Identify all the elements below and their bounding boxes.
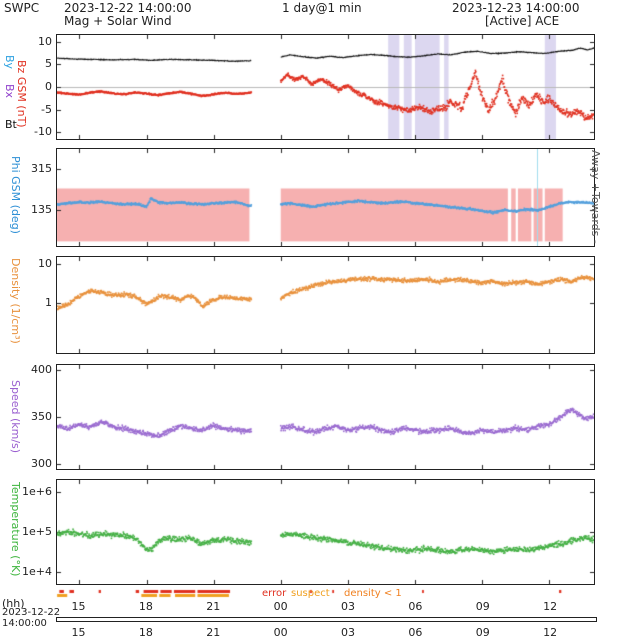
app-name: SWPC bbox=[4, 1, 40, 15]
cadence-label: 1 day@1 min bbox=[282, 1, 362, 15]
ytick-label-phi: 135 bbox=[31, 203, 52, 217]
ytick-label-density: 10 bbox=[38, 256, 52, 270]
xtick-label: 12 bbox=[543, 600, 558, 613]
source-status: [Active] ACE bbox=[485, 14, 560, 28]
ytick-label-phi: 315 bbox=[31, 161, 52, 175]
right-label-sector: Away +Towards - bbox=[589, 150, 602, 244]
panel-density bbox=[56, 256, 595, 354]
ytick-label-temperature: 1e+6 bbox=[22, 485, 52, 499]
bottom-date: 2023-12-22 bbox=[2, 607, 61, 618]
ytick-label-mag: -10 bbox=[34, 125, 52, 139]
ylabel-speed: Speed (km/s) bbox=[9, 380, 22, 454]
ylabel-bt: Bt bbox=[5, 118, 17, 131]
ytick-label-speed: 350 bbox=[31, 410, 52, 423]
ytick-label-mag: 0 bbox=[45, 80, 52, 93]
ytick-label-mag: -5 bbox=[41, 102, 52, 116]
xtick-label: 03 bbox=[340, 600, 355, 613]
xtick-label: 21 bbox=[206, 626, 221, 639]
xtick-label: 06 bbox=[408, 626, 423, 639]
start-time: 2023-12-22 14:00:00 bbox=[64, 1, 192, 15]
panel-temperature bbox=[56, 479, 595, 585]
legend-suspect: suspect bbox=[291, 588, 330, 599]
xtick-label: 18 bbox=[138, 600, 153, 613]
panel-mag-canvas bbox=[57, 35, 594, 139]
hh-label: (hh) bbox=[2, 597, 25, 610]
xtick-label: 15 bbox=[71, 600, 86, 613]
ytick-label-temperature: 1e+5 bbox=[22, 525, 52, 538]
ylabel-density: Density (1/cm³) bbox=[9, 258, 22, 344]
xtick-label: 21 bbox=[206, 600, 221, 613]
legend-density-lt1: density < 1 bbox=[344, 588, 402, 599]
xtick-label: 09 bbox=[475, 600, 490, 613]
ytick-label-speed: 400 bbox=[31, 362, 52, 376]
xtick-label: 06 bbox=[408, 600, 423, 613]
xtick-label: 03 bbox=[340, 626, 355, 639]
bottom-time: 14:00:00 bbox=[2, 618, 47, 629]
xtick-label: 12 bbox=[543, 626, 558, 639]
panel-density-canvas bbox=[57, 257, 594, 353]
quality-strip bbox=[56, 588, 595, 600]
legend-error: error bbox=[262, 588, 287, 599]
panel-phi-canvas bbox=[57, 149, 594, 246]
ytick-label-temperature: 1e+4 bbox=[22, 564, 52, 578]
xtick-label: 00 bbox=[273, 626, 288, 639]
xtick-label: 18 bbox=[138, 626, 153, 639]
ylabel-phi: Phi GSM (deg) bbox=[9, 156, 22, 234]
ylabel-bx: Bx bbox=[3, 84, 16, 99]
ytick-label-density: 1 bbox=[45, 295, 52, 309]
x-axis-labels-bottom: 15 18 21 00 03 06 09 12 bbox=[0, 626, 618, 639]
panel-mag bbox=[56, 34, 595, 140]
ytick-label-mag: 10 bbox=[38, 34, 52, 48]
panel-speed-canvas bbox=[57, 365, 594, 469]
panel-temperature-canvas bbox=[57, 480, 594, 584]
xtick-label: 15 bbox=[71, 626, 86, 639]
xtick-label: 00 bbox=[273, 600, 288, 613]
ytick-label-speed: 300 bbox=[31, 457, 52, 471]
panel-speed bbox=[56, 364, 595, 470]
end-time: 2023-12-23 14:00:00 bbox=[452, 1, 580, 15]
panel-phi bbox=[56, 148, 595, 247]
next-plot-axis-bar bbox=[56, 617, 597, 622]
xtick-label: 09 bbox=[475, 626, 490, 639]
ytick-label-mag: 5 bbox=[45, 57, 52, 71]
plot-title: Mag + Solar Wind bbox=[64, 14, 172, 28]
ylabel-temperature: Temperature (°K) bbox=[9, 482, 22, 577]
x-axis-labels: 15 18 21 00 03 06 09 12 bbox=[0, 600, 618, 613]
